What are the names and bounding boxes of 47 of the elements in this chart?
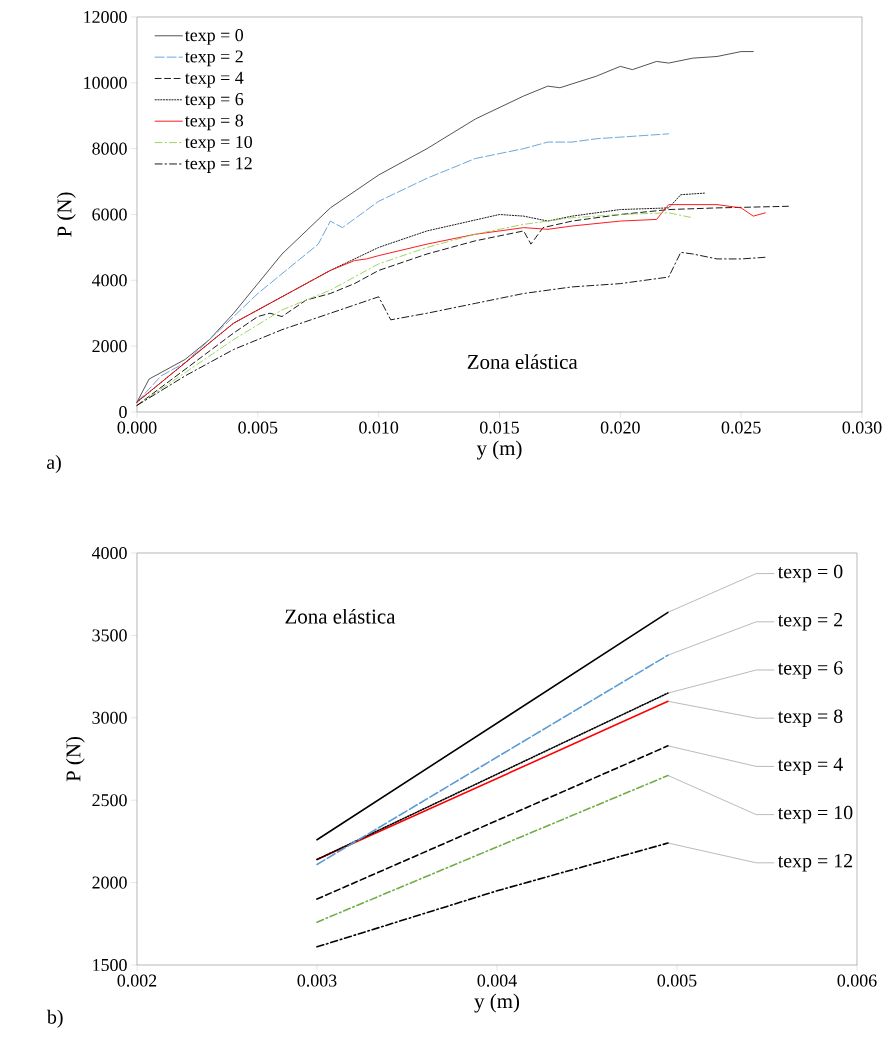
legend-label: texp = 6 <box>184 93 244 109</box>
y-tick-label: 12000 <box>84 10 127 24</box>
y-tick-label: 6000 <box>92 208 127 221</box>
y-tick-label: 3000 <box>92 711 127 724</box>
text: texp = 8 <box>777 709 843 727</box>
y-tick-label: 4000 <box>91 274 127 287</box>
y-tick-label: 8000 <box>92 142 127 155</box>
x-tick-label: 0.015 <box>480 421 519 434</box>
y-tick-label: 4000 <box>91 546 127 560</box>
text: texp = 2 <box>777 613 843 631</box>
text: texp = 4 <box>777 757 843 776</box>
y-tick-label: 2000 <box>92 340 127 353</box>
x-tick-label: 0.003 <box>297 974 337 987</box>
legend-label: texp = 0 <box>184 29 244 45</box>
legend-label: texp = 8 <box>184 114 244 131</box>
text: texp = 6 <box>777 661 843 679</box>
x-tick-label: 0.005 <box>238 421 278 434</box>
y-axis-title: P (N) <box>56 192 76 237</box>
x-tick-label: 0.005 <box>657 974 697 987</box>
annotation: Zona elástica <box>467 354 578 369</box>
x-tick-label: 0.010 <box>359 421 399 434</box>
y-axis-title: P (N) <box>65 736 85 782</box>
text: texp = 10 <box>777 805 853 824</box>
y-tick-label: 2500 <box>92 794 127 807</box>
y-tick-label: 2000 <box>92 876 127 889</box>
x-tick-label: 0.000 <box>117 421 157 434</box>
y-tick-label: 0 <box>119 405 127 419</box>
legend-label: texp = 12 <box>184 157 252 173</box>
text: b) <box>46 1009 63 1028</box>
legend-label: texp = 10 <box>184 135 252 152</box>
legend-label: texp = 2 <box>184 50 243 67</box>
x-tick-label: 0.002 <box>117 974 157 987</box>
y-tick-label: 10000 <box>84 76 127 89</box>
x-tick-label: 0.025 <box>721 421 761 434</box>
text: a) <box>46 455 61 474</box>
legend-label: texp = 4 <box>184 71 244 88</box>
annotation: Zona elástica <box>285 608 396 624</box>
x-tick-label: 0.004 <box>477 974 517 987</box>
x-axis-title: y (m) <box>476 440 522 460</box>
text: texp = 12 <box>777 854 853 872</box>
y-tick-label: 3500 <box>92 629 127 642</box>
x-tick-label: 0.006 <box>837 974 877 987</box>
x-axis-title: y (m) <box>474 993 520 1013</box>
y-tick-label: 1500 <box>93 958 127 972</box>
x-tick-label: 0.030 <box>842 421 882 434</box>
x-tick-label: 0.020 <box>600 421 640 434</box>
text: texp = 0 <box>777 564 843 583</box>
